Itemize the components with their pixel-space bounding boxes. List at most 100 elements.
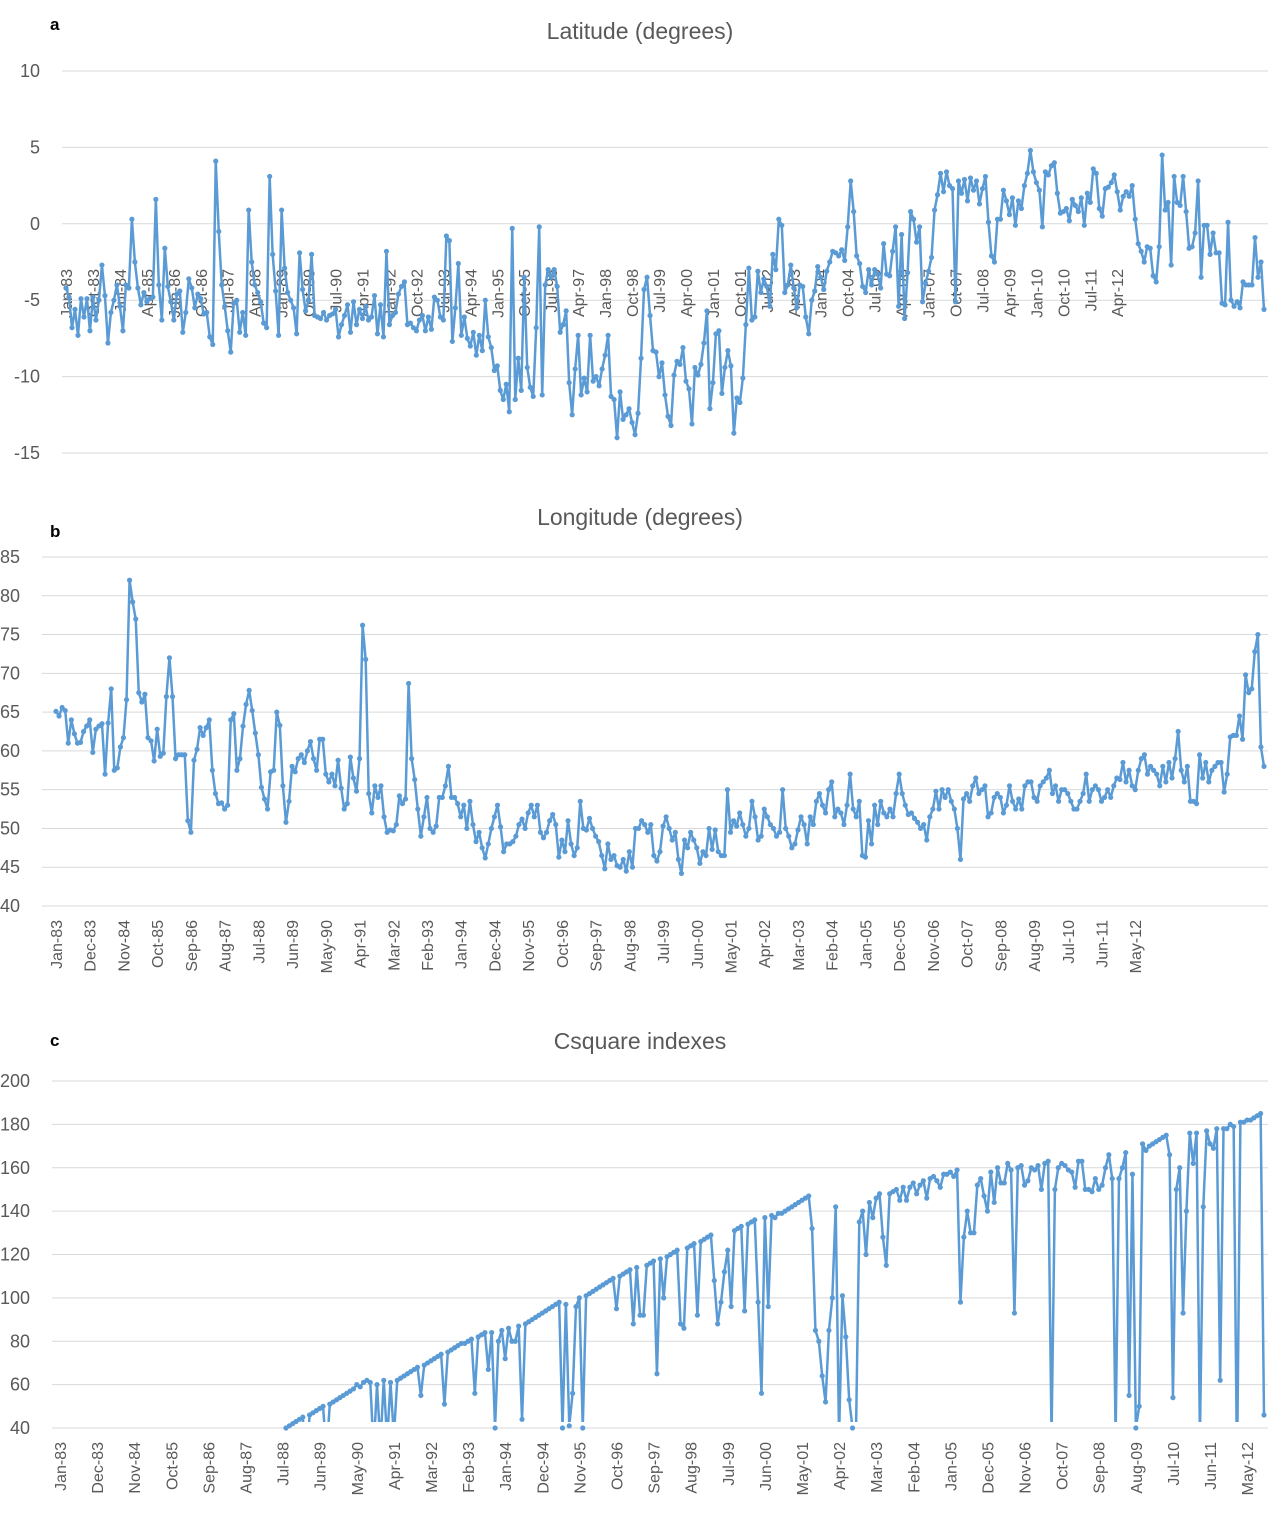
data-point — [1144, 771, 1151, 777]
data-point — [1126, 193, 1132, 199]
data-point — [794, 305, 800, 311]
data-point — [375, 794, 381, 801]
data-point — [1117, 207, 1123, 213]
data-point — [210, 341, 216, 348]
data-point — [857, 260, 863, 267]
data-point — [798, 814, 804, 820]
x-tick-label: Sep-86 — [201, 1442, 218, 1494]
data-point — [455, 801, 461, 807]
data-point — [189, 285, 195, 291]
data-point — [369, 810, 375, 816]
x-tick-label: May-90 — [350, 1442, 367, 1495]
data-point — [314, 767, 320, 773]
data-point — [222, 806, 228, 812]
data-point — [792, 841, 798, 847]
data-point — [701, 340, 707, 346]
data-point — [72, 306, 78, 312]
data-point — [997, 216, 1004, 222]
data-point — [730, 818, 737, 824]
data-point — [697, 860, 703, 866]
data-point — [353, 788, 360, 794]
data-point — [1159, 152, 1165, 158]
data-point — [1003, 198, 1010, 204]
data-point — [1216, 250, 1222, 256]
data-point — [1234, 299, 1240, 305]
data-point — [924, 837, 930, 843]
x-tick-label: Jan-10 — [1029, 269, 1046, 318]
data-point — [440, 317, 446, 323]
data-point — [1166, 759, 1172, 766]
data-point — [446, 238, 452, 244]
data-point — [863, 1251, 869, 1258]
data-point — [1221, 789, 1227, 795]
data-point — [832, 814, 838, 820]
data-point — [213, 158, 219, 164]
data-point — [151, 758, 157, 764]
data-point — [386, 322, 393, 328]
data-point — [533, 325, 539, 331]
data-point — [878, 285, 884, 291]
data-point — [1077, 798, 1083, 804]
data-point — [1066, 218, 1072, 224]
data-point — [880, 1234, 886, 1240]
data-point — [740, 375, 746, 381]
data-point — [872, 267, 878, 273]
data-point — [899, 231, 905, 238]
data-point — [584, 389, 590, 395]
data-point — [663, 814, 669, 820]
data-point — [1111, 172, 1117, 178]
data-point — [548, 274, 554, 280]
data-point — [725, 1247, 731, 1253]
data-point — [156, 282, 162, 288]
data-point — [1203, 759, 1209, 766]
data-point — [716, 328, 722, 334]
data-point — [418, 833, 424, 839]
data-point — [1147, 245, 1153, 251]
data-point — [252, 282, 258, 288]
data-point — [580, 1425, 586, 1431]
data-point — [1214, 1126, 1220, 1132]
data-point — [669, 837, 675, 843]
data-point — [1099, 213, 1105, 219]
data-point — [572, 366, 578, 372]
data-point — [1183, 208, 1189, 215]
data-point — [801, 821, 807, 828]
data-point — [1133, 1425, 1139, 1431]
x-tick-label: Oct-96 — [609, 1442, 626, 1490]
data-point — [550, 811, 556, 818]
data-point — [53, 708, 59, 714]
data-point — [997, 794, 1003, 801]
data-point — [186, 276, 192, 282]
data-point — [169, 694, 176, 700]
data-point — [207, 334, 213, 340]
data-point — [1074, 806, 1080, 812]
data-point — [1024, 170, 1030, 176]
data-point — [653, 349, 659, 355]
data-point — [755, 268, 761, 274]
data-point — [494, 802, 501, 808]
data-point — [1036, 187, 1042, 193]
data-point — [692, 364, 698, 371]
data-point — [249, 259, 255, 265]
data-point — [1222, 302, 1228, 308]
data-point — [961, 176, 968, 183]
x-tick-label: Jul-10 — [1061, 920, 1078, 964]
data-point — [234, 297, 240, 303]
data-point — [90, 749, 96, 756]
data-point — [648, 821, 654, 828]
data-point — [605, 841, 611, 847]
data-point — [258, 784, 265, 790]
data-point — [381, 814, 387, 820]
data-point — [371, 293, 378, 299]
data-point — [132, 259, 138, 265]
data-point — [418, 1392, 424, 1399]
x-tick-label: Feb-04 — [906, 1442, 923, 1493]
data-point — [789, 845, 795, 851]
data-point — [948, 798, 954, 804]
data-point — [1160, 763, 1166, 770]
data-point — [1261, 1412, 1267, 1418]
data-point — [617, 864, 623, 870]
data-point — [317, 315, 324, 322]
data-point — [902, 802, 908, 808]
data-point — [356, 756, 363, 762]
